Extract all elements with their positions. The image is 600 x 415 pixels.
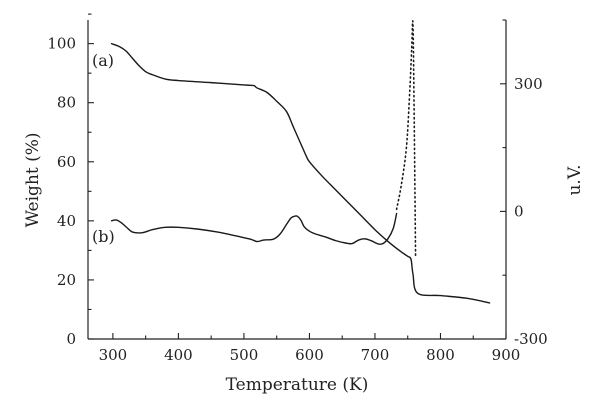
- axes: [87, 20, 507, 340]
- y-tick-label: 0: [66, 330, 76, 348]
- y-tick-label: 60: [57, 153, 76, 171]
- x-tick-label: 900: [492, 346, 521, 364]
- x-tick-label: 800: [426, 346, 455, 364]
- x-tick-label: 400: [164, 346, 193, 364]
- x-tick-label: 600: [295, 346, 324, 364]
- x-tick-label: 500: [230, 346, 259, 364]
- x-tick-label: 700: [361, 346, 390, 364]
- y-tick-label: 20: [57, 271, 76, 289]
- y2-tick-label: 300: [514, 75, 543, 93]
- curve-a-weight: [110, 42, 491, 304]
- curve-b-signal: [110, 212, 398, 245]
- y-tick-label: 80: [57, 94, 76, 112]
- tick-labels: 300 400 500 600 700 800 900 0 20 40 60 80 100 -300 0 30…: [47, 35, 547, 364]
- y-axis-title: Weight (%): [23, 132, 43, 227]
- y2-axis-title: u.V.: [565, 164, 585, 195]
- plot-area: [110, 20, 491, 304]
- x-tick-label: 300: [99, 346, 128, 364]
- x-axis-title: Temperature (K): [226, 375, 369, 395]
- y2-tick-label: -300: [514, 330, 548, 348]
- y-tick-label: 100: [47, 35, 76, 53]
- annotation-b: (b): [92, 227, 115, 246]
- tick-marks: [88, 13, 507, 340]
- curve-b-dotted-peak: [395, 20, 417, 259]
- annotation-a: (a): [92, 51, 114, 70]
- y2-tick-label: 0: [514, 202, 524, 220]
- y-tick-label: 40: [57, 212, 76, 230]
